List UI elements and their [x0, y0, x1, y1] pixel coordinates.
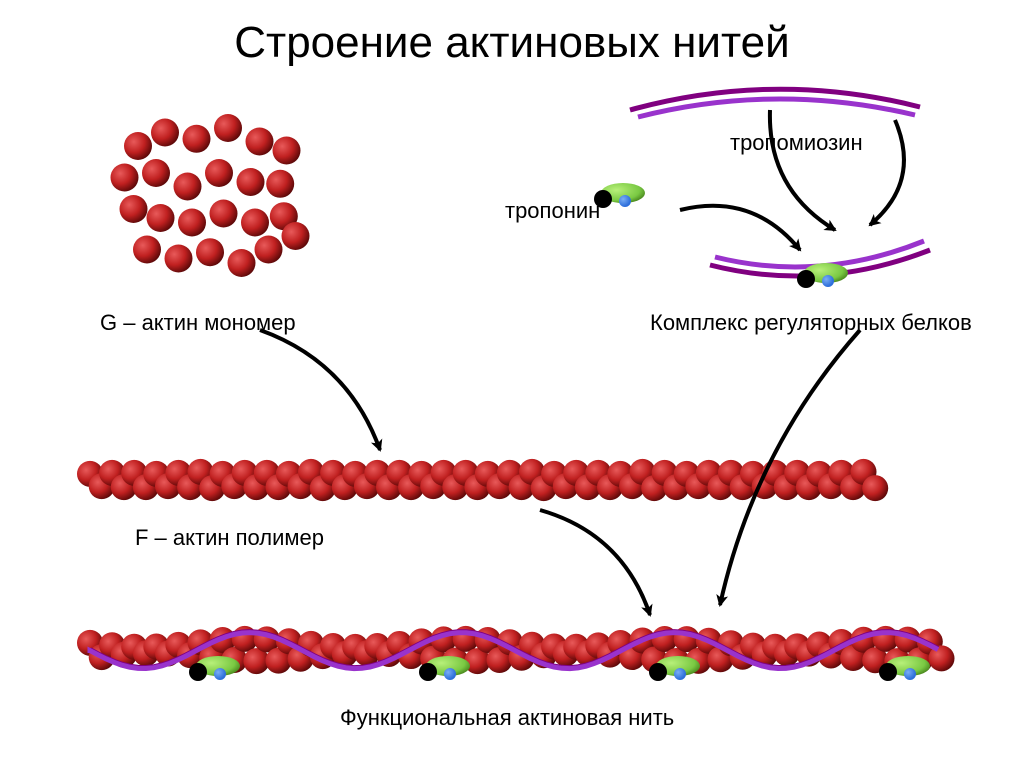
actin-monomer-icon	[273, 137, 301, 165]
actin-monomer-icon	[282, 222, 310, 250]
actin-monomer-icon	[241, 209, 269, 237]
actin-monomer-icon	[151, 119, 179, 147]
actin-monomer-icon	[205, 159, 233, 187]
actin-monomer-icon	[183, 125, 211, 153]
diagram-stage: Строение актиновых нитей тропомиозин тро…	[0, 0, 1024, 768]
actin-monomer-icon	[246, 128, 274, 156]
actin-monomer-icon	[862, 475, 888, 501]
arrow-icon	[680, 206, 800, 250]
actin-monomer-icon	[228, 249, 256, 277]
actin-monomer-icon	[178, 209, 206, 237]
actin-monomer-icon	[266, 170, 294, 198]
actin-monomer-icon	[237, 168, 265, 196]
diagram-svg	[0, 0, 1024, 768]
tropomyosin-strand-icon	[638, 99, 915, 117]
arrow-icon	[870, 120, 904, 225]
actin-monomer-icon	[214, 114, 242, 142]
actin-monomer-icon	[196, 238, 224, 266]
actin-monomer-icon	[124, 132, 152, 160]
actin-monomer-icon	[210, 200, 238, 228]
troponin-icon	[594, 183, 645, 208]
arrow-icon	[260, 330, 380, 450]
actin-monomer-icon	[133, 236, 161, 264]
arrow-icon	[770, 110, 835, 230]
arrow-icon	[540, 510, 650, 615]
actin-monomer-icon	[174, 173, 202, 201]
actin-monomer-icon	[142, 159, 170, 187]
actin-monomer-icon	[255, 236, 283, 264]
actin-monomer-icon	[165, 245, 193, 273]
actin-monomer-icon	[147, 204, 175, 232]
actin-monomer-icon	[111, 164, 139, 192]
actin-monomer-icon	[120, 195, 148, 223]
